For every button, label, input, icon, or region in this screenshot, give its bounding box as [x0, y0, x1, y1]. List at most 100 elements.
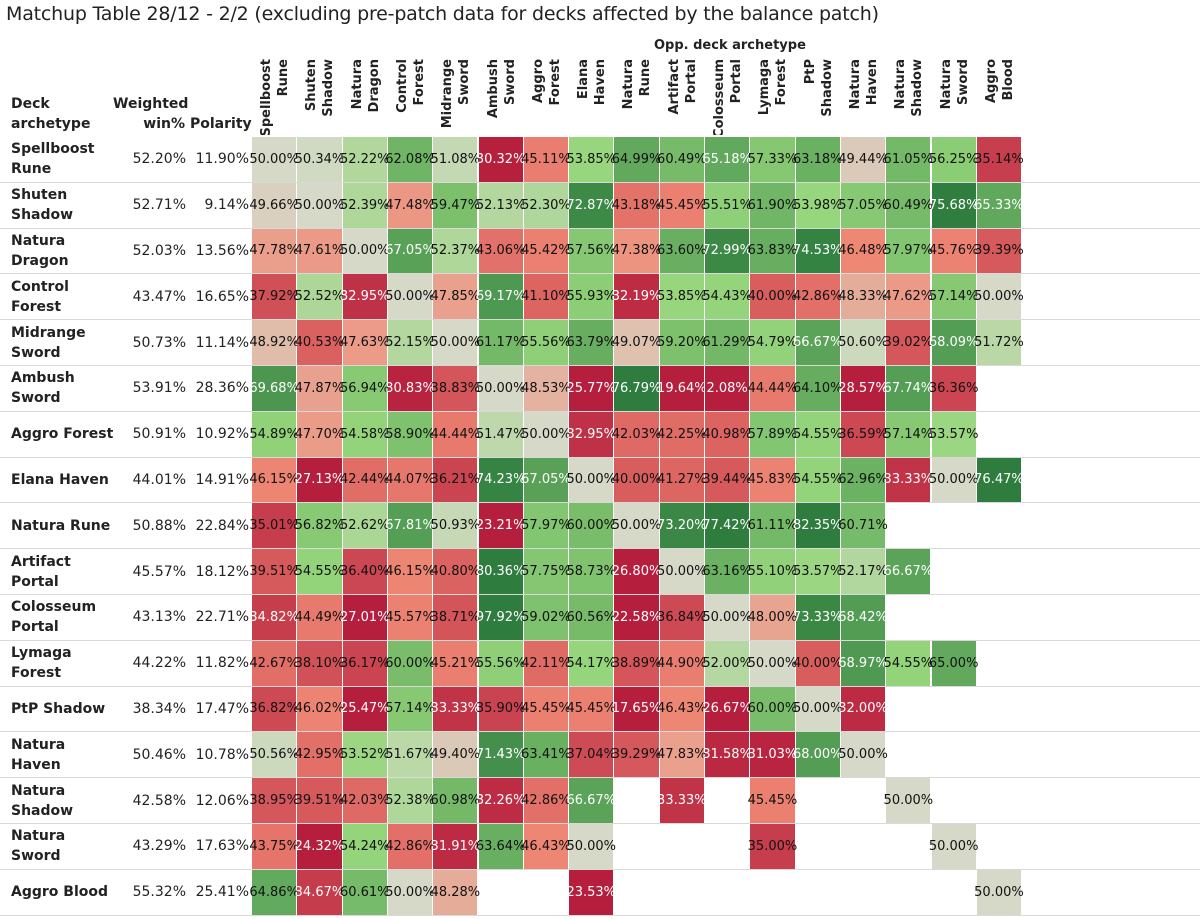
matchup-cell: 25.47% — [340, 686, 390, 732]
matchup-cell: 69.68% — [249, 366, 299, 411]
matchup-cell: 77.42% — [702, 503, 752, 549]
row-divider — [0, 273, 1200, 274]
matchup-cell: 62.08% — [385, 137, 435, 182]
row-deck-name: PtP Shadow — [11, 687, 119, 732]
matchup-cell: 48.00% — [748, 595, 797, 640]
matchup-cell: 67.74% — [884, 366, 933, 411]
matchup-cell: 36.40% — [340, 549, 390, 594]
matchup-cell: 54.79% — [748, 320, 797, 365]
matchup-cell: 47.38% — [612, 228, 661, 274]
matchup-cell: 51.47% — [476, 411, 525, 457]
matchup-cell: 50.00% — [612, 503, 661, 549]
matchup-cell: 42.11% — [521, 640, 571, 686]
weighted-win-value: 50.73% — [132, 334, 186, 351]
matchup-cell: 47.61% — [295, 228, 344, 274]
matchup-cell: 36.84% — [657, 595, 707, 640]
row-divider — [0, 686, 1200, 687]
column-header-label: Shuten — [304, 59, 319, 111]
matchup-cell: 31.03% — [748, 732, 797, 778]
matchup-cell: 46.43% — [521, 824, 571, 869]
row-deck-name-line: Portal — [11, 573, 59, 590]
matchup-cell: 63.16% — [702, 549, 752, 594]
matchup-cell: 50.00% — [566, 824, 616, 869]
row-divider — [0, 411, 1200, 412]
matchup-cell: 45.45% — [566, 686, 616, 732]
matchup-cell: 48.53% — [521, 366, 571, 411]
matchup-cell: 60.98% — [431, 778, 480, 823]
matchup-cell: 60.00% — [566, 503, 616, 549]
matchup-cell: 75.68% — [929, 182, 978, 228]
matchup-cell: 30.32% — [476, 137, 525, 182]
matchup-cell: 57.14% — [884, 411, 933, 457]
matchup-cell: 46.15% — [249, 457, 299, 503]
column-header: Midrange Sword — [435, 57, 473, 135]
matchup-cell: 56.82% — [295, 503, 344, 549]
weighted-win-value: 50.46% — [132, 746, 186, 763]
matchup-cell: 80.36% — [476, 549, 525, 594]
matchup-cell: 50.00% — [385, 869, 435, 915]
matchup-cell: 58.90% — [385, 411, 435, 457]
matchup-cell: 60.49% — [657, 137, 707, 182]
matchup-cell: 33.33% — [884, 457, 933, 503]
matchup-cell: 49.40% — [431, 732, 480, 778]
matchup-cell: 32.26% — [476, 778, 525, 823]
row-deck-name-line: Sword — [11, 390, 61, 407]
matchup-cell: 50.00% — [431, 320, 480, 365]
matchup-cell: 63.79% — [566, 320, 616, 365]
row-divider — [0, 640, 1200, 641]
row-divider — [0, 869, 1200, 870]
matchup-cell: 41.27% — [657, 457, 707, 503]
column-header: Control Forest — [390, 57, 428, 135]
matchup-cell: 57.97% — [884, 228, 933, 274]
column-header-label: Aggro — [984, 59, 999, 103]
matchup-cell: 43.75% — [249, 824, 299, 869]
matchup-cell: 42.86% — [385, 824, 435, 869]
row-deck-name: Artifact Portal — [11, 549, 119, 594]
matchup-cell: 76.79% — [612, 366, 661, 411]
matchup-cell: 44.49% — [295, 595, 344, 640]
matchup-cell: 45.45% — [521, 686, 571, 732]
matchup-cell: 36.36% — [929, 366, 978, 411]
row-divider — [0, 319, 1200, 320]
weighted-win-value: 43.29% — [132, 838, 186, 855]
matchup-cell: 49.44% — [838, 137, 888, 182]
matchup-cell: 52.00% — [702, 640, 752, 686]
column-header: Natura Dragon — [345, 57, 383, 135]
column-header: Natura Haven — [843, 57, 881, 135]
row-deck-name-line: Ambush — [11, 370, 75, 387]
column-header-label: Forest — [774, 59, 789, 105]
matchup-cell: 72.99% — [702, 228, 752, 274]
matchup-cell: 44.07% — [385, 457, 435, 503]
matchup-cell: 61.29% — [702, 320, 752, 365]
matchup-cell: 34.82% — [249, 595, 299, 640]
matchup-cell: 33.33% — [431, 686, 480, 732]
matchup-cell: 34.67% — [295, 869, 344, 915]
matchup-cell: 45.57% — [385, 595, 435, 640]
column-header: Artifact Portal — [662, 57, 700, 135]
polarity-value: 11.82% — [195, 655, 249, 672]
polarity-value: 11.90% — [195, 151, 249, 168]
column-header-label: PtP — [803, 59, 818, 84]
matchup-cell: 50.00% — [929, 457, 978, 503]
matchup-cell: 44.44% — [748, 366, 797, 411]
row-deck-name-line: Elana Haven — [11, 471, 109, 488]
row-deck-name: Elana Haven — [11, 458, 119, 503]
matchup-cell: 2.08% — [705, 366, 750, 411]
matchup-cell: 45.45% — [657, 182, 707, 228]
matchup-cell: 67.05% — [385, 228, 435, 274]
matchup-cell: 59.20% — [657, 320, 707, 365]
row-deck-name-line: Spellboost — [11, 141, 95, 158]
matchup-cell: 54.55% — [793, 457, 843, 503]
matchup-cell: 67.81% — [385, 503, 435, 549]
matchup-cell: 47.48% — [385, 182, 435, 228]
row-divider — [0, 182, 1200, 183]
matchup-cell: 50.00% — [793, 686, 843, 732]
matchup-cell: 52.22% — [340, 137, 390, 182]
polarity-value: 22.84% — [195, 517, 249, 534]
column-header: PtP Shadow — [798, 57, 836, 135]
polarity-value: 10.78% — [195, 746, 249, 763]
row-deck-name-line: Natura Haven — [11, 736, 66, 773]
weighted-win-value: 43.13% — [132, 609, 186, 626]
column-header-label: Shadow — [910, 59, 925, 117]
column-header-label: Colosseum — [712, 59, 727, 135]
